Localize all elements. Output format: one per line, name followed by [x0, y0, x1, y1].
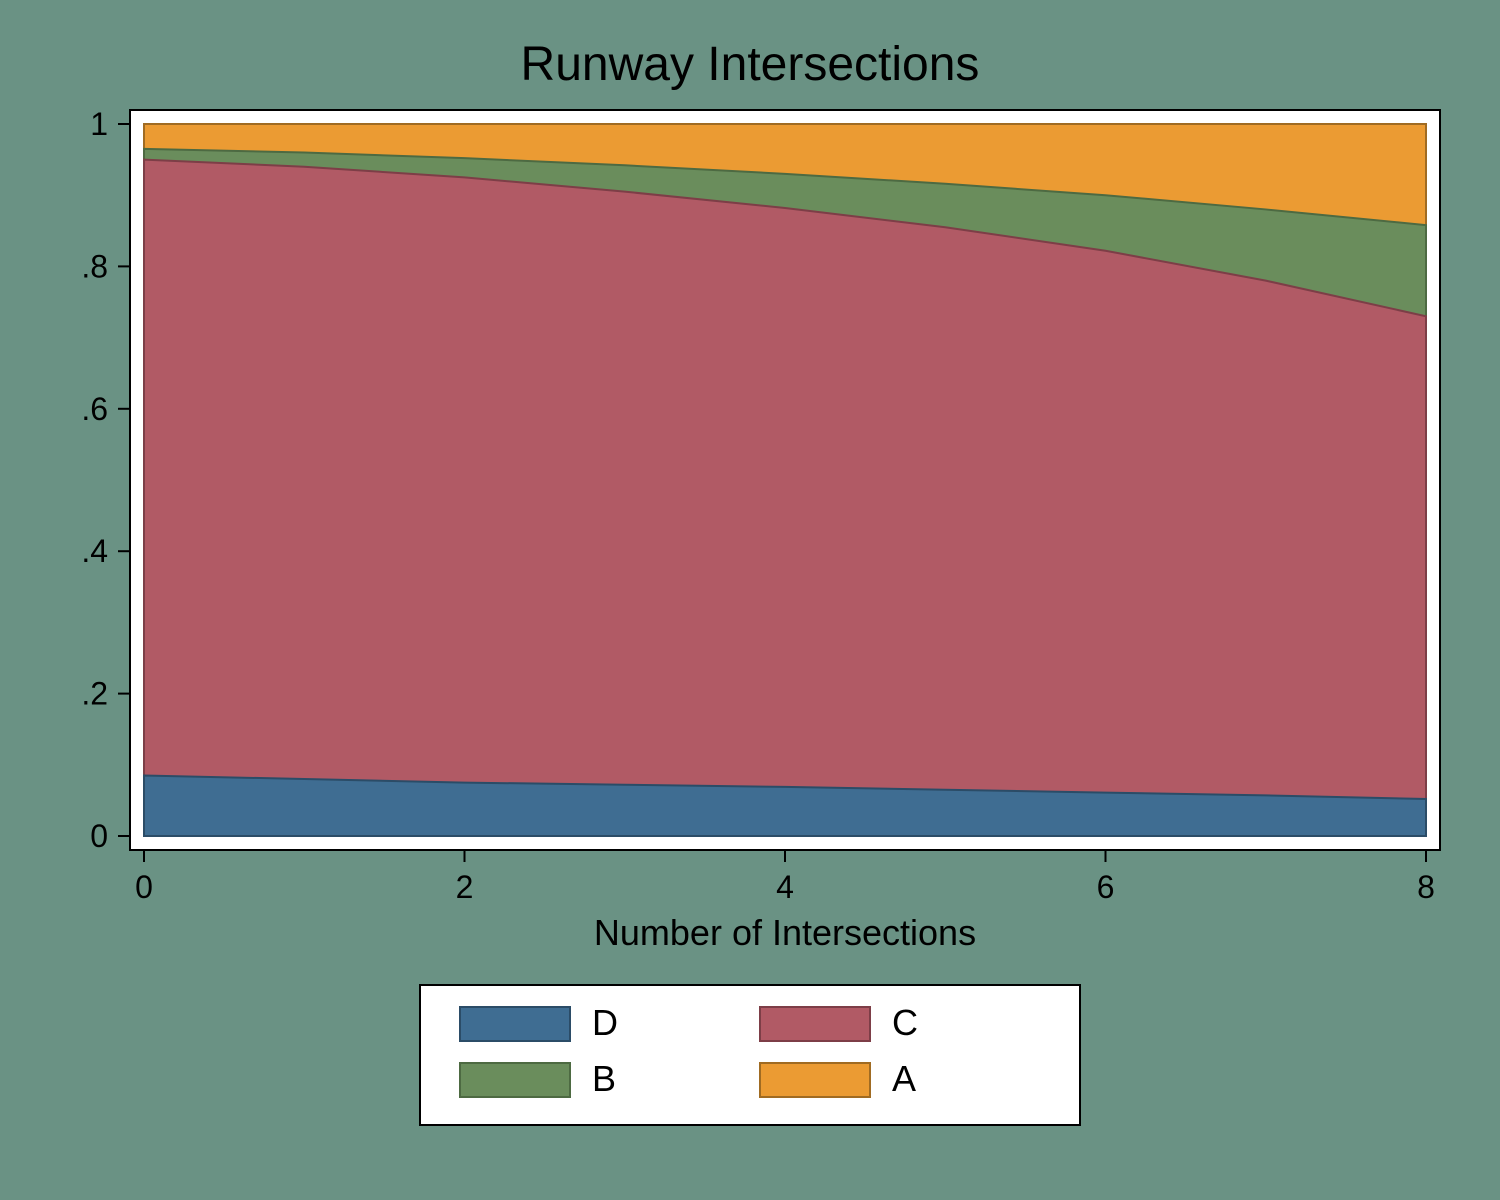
legend-label: C — [892, 1002, 918, 1043]
x-tick-label: 4 — [776, 869, 794, 905]
x-tick-label: 2 — [456, 869, 474, 905]
legend-label: A — [892, 1058, 916, 1099]
legend-item-A: A — [760, 1058, 916, 1099]
legend-swatch — [760, 1007, 870, 1041]
legend-item-D: D — [460, 1002, 618, 1043]
areas-group: ABCD — [144, 124, 1426, 836]
x-axis-label: Number of Intersections — [594, 912, 976, 953]
legend-swatch — [460, 1063, 570, 1097]
legend-label: B — [592, 1058, 616, 1099]
x-tick-label: 8 — [1417, 869, 1435, 905]
chart-svg: Runway IntersectionsABCD0.2.4.6.8102468N… — [0, 0, 1500, 1200]
y-tick-label: .2 — [81, 676, 108, 712]
y-tick-label: 1 — [90, 106, 108, 142]
x-tick-label: 6 — [1097, 869, 1115, 905]
legend-label: D — [592, 1002, 618, 1043]
y-tick-label: .4 — [81, 533, 108, 569]
y-tick-label: .6 — [81, 391, 108, 427]
legend: D C B A — [420, 985, 1080, 1125]
legend-item-C: C — [760, 1002, 918, 1043]
chart-root: Runway IntersectionsABCD0.2.4.6.8102468N… — [0, 0, 1500, 1200]
legend-swatch — [460, 1007, 570, 1041]
legend-item-B: B — [460, 1058, 616, 1099]
y-tick-label: .8 — [81, 248, 108, 284]
chart-title: Runway Intersections — [521, 38, 980, 91]
x-tick-label: 0 — [135, 869, 153, 905]
legend-swatch — [760, 1063, 870, 1097]
y-tick-label: 0 — [90, 818, 108, 854]
